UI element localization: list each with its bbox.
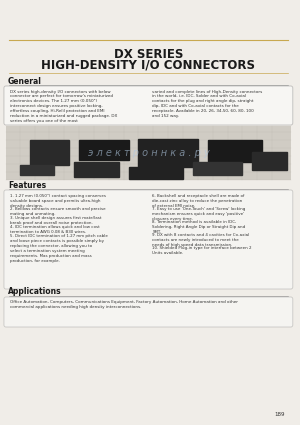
Text: 7. Easy to use 'One-Touch' and 'Screw' locking
mechanism ensures quick and easy : 7. Easy to use 'One-Touch' and 'Screw' l… bbox=[152, 207, 246, 221]
Text: э л е к т р о н н к а . р у: э л е к т р о н н к а . р у bbox=[88, 148, 209, 158]
Bar bbox=[193, 162, 242, 175]
Text: DX SERIES: DX SERIES bbox=[114, 48, 183, 60]
FancyBboxPatch shape bbox=[4, 297, 293, 327]
Bar bbox=[30, 140, 69, 165]
Text: 2. Bellows contacts ensure smooth and precise
mating and unmating.: 2. Bellows contacts ensure smooth and pr… bbox=[10, 207, 106, 216]
FancyBboxPatch shape bbox=[6, 126, 291, 180]
Text: HIGH-DENSITY I/O CONNECTORS: HIGH-DENSITY I/O CONNECTORS bbox=[41, 59, 255, 71]
Text: 189: 189 bbox=[274, 412, 285, 417]
Text: 1. 1.27 mm (0.050") contact spacing conserves
valuable board space and permits u: 1. 1.27 mm (0.050") contact spacing cons… bbox=[10, 194, 106, 208]
Text: 4. IDC termination allows quick and low cost
termination to AWG 0.08 & B30 wires: 4. IDC termination allows quick and low … bbox=[10, 225, 100, 234]
Bar bbox=[139, 139, 198, 167]
FancyBboxPatch shape bbox=[4, 86, 293, 125]
Text: Features: Features bbox=[8, 181, 46, 190]
Text: Office Automation, Computers, Communications Equipment, Factory Automation, Home: Office Automation, Computers, Communicat… bbox=[10, 300, 238, 309]
Text: 10. Shielded Plug-in type for interface between 2
Units available.: 10. Shielded Plug-in type for interface … bbox=[152, 246, 252, 255]
Text: 8. Termination method is available in IDC,
Soldering, Right Angle Dip or Straigh: 8. Termination method is available in ID… bbox=[152, 220, 246, 234]
Text: DX series high-density I/O connectors with below
connector are perfect for tomor: DX series high-density I/O connectors wi… bbox=[10, 90, 117, 123]
Bar bbox=[208, 140, 262, 162]
Bar bbox=[79, 140, 129, 160]
Text: 6. Backshell and receptacle shell are made of
die-cast zinc alloy to reduce the : 6. Backshell and receptacle shell are ma… bbox=[152, 194, 245, 208]
Bar bbox=[74, 162, 119, 177]
Text: 5. Direct IDC termination of 1.27 mm pitch cable
and loose piece contacts is pos: 5. Direct IDC termination of 1.27 mm pit… bbox=[10, 234, 108, 263]
Text: General: General bbox=[8, 76, 42, 85]
Bar bbox=[129, 167, 183, 179]
FancyBboxPatch shape bbox=[4, 190, 293, 289]
Text: varied and complete lines of High-Density connectors
in the world, i.e. IDC, Sol: varied and complete lines of High-Densit… bbox=[152, 90, 262, 118]
Text: Applications: Applications bbox=[8, 287, 61, 297]
Text: 9. DX with 8 contacts and 4 cavities for Co-axial
contacts are newly introduced : 9. DX with 8 contacts and 4 cavities for… bbox=[152, 233, 250, 246]
Bar bbox=[252, 152, 287, 170]
Bar bbox=[20, 165, 54, 175]
Text: 3. Unique shell design assures first mate/last
break proof and overall noise pro: 3. Unique shell design assures first mat… bbox=[10, 216, 101, 225]
